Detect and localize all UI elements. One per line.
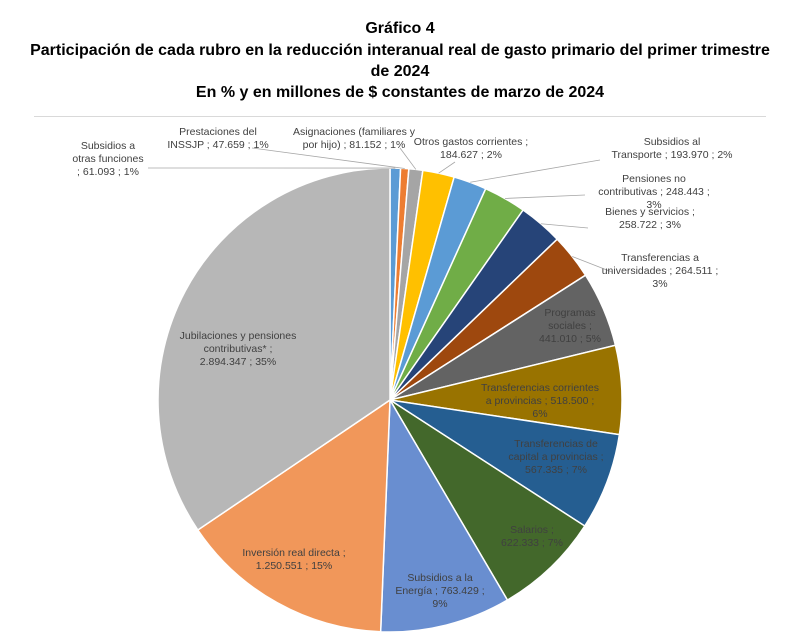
slice-label-pensiones-no-contributivas: Pensiones no contributivas ; 248.443 ; 3%	[598, 173, 710, 211]
slice-label-prestaciones-del-inssjp: Prestaciones del INSSJP ; 47.659 ; 1%	[167, 126, 268, 151]
slice-label-otros-gastos-corrientes: Otros gastos corrientes ; 184.627 ; 2%	[414, 136, 528, 161]
slice-label-line: 567.335 ; 7%	[525, 464, 587, 476]
leader-lines	[147, 147, 613, 273]
slice-label-subsidios-a-la-energia: Subsidios a la Energía ; 763.429 ; 9%	[395, 572, 484, 610]
slice-label-line: Inversión real directa ;	[242, 547, 345, 559]
slice-label-line: capital a provincias ;	[508, 451, 603, 463]
slice-label-line: 622.333 ; 7%	[501, 537, 563, 549]
pie-slice-salarios	[389, 399, 586, 602]
slice-label-line: Subsidios a	[81, 140, 135, 152]
slice-label-line: Transporte ; 193.970 ; 2%	[611, 149, 732, 161]
slice-label-salarios: Salarios ; 622.333 ; 7%	[501, 524, 563, 549]
slice-label-line: Pensiones no	[622, 173, 686, 185]
slice-label-line: Subsidios a la	[407, 572, 473, 584]
leader-line-subsidios-al-transporte	[470, 159, 601, 183]
slice-label-subsidios-a-otras-funciones: Subsidios a otras funciones; 61.093 ; 1%	[72, 140, 143, 178]
slice-label-line: 258.722 ; 3%	[619, 219, 681, 231]
slice-label-line: 1.250.551 ; 15%	[256, 560, 332, 572]
slice-label-line: otras funciones	[72, 153, 143, 165]
slice-label-line: Asignaciones (familiares y	[293, 126, 416, 138]
pie-slice-inversion-real-directa	[196, 398, 391, 633]
chart-units: En % y en millones de $ constantes de ma…	[195, 84, 605, 101]
slice-label-line: Bienes y servicios ;	[605, 206, 695, 218]
chart-area-border	[34, 116, 766, 633]
slice-label-line: 6%	[532, 408, 547, 420]
slice-label-line: a provincias ; 518.500 ;	[486, 395, 595, 407]
slice-label-line: Jubilaciones y pensiones	[180, 330, 297, 342]
slice-label-transferencias-de-capital-a-provincias: Transferencias de capital a provincias ; 5…	[508, 438, 603, 476]
chart-titles: Gráfico 4 Participación de cada rubro en…	[0, 18, 800, 104]
slice-label-line: INSSJP ; 47.659 ; 1%	[167, 139, 268, 151]
slice-label-line: Transferencias de	[514, 438, 598, 450]
slice-label-line: 184.627 ; 2%	[440, 149, 502, 161]
slice-label-line: 3%	[652, 278, 667, 290]
leader-line-pensiones-no-contributivas	[504, 194, 586, 199]
slice-label-line: por hijo) ; 81.152 ; 1%	[303, 139, 406, 151]
chart-subtitle: Participación de cada rubro en la reducc…	[30, 42, 770, 80]
pie-slices	[157, 167, 623, 633]
slice-label-bienes-y-servicios: Bienes y servicios ; 258.722 ; 3%	[605, 206, 695, 231]
pie-slice-subsidios-a-la-energia	[379, 397, 509, 633]
slice-label-line: ; 61.093 ; 1%	[77, 166, 139, 178]
slice-label-transferencias-a-universidades: Transferencias a universidades ; 264.511 …	[602, 252, 719, 290]
leader-line-bienes-y-servicios	[540, 223, 589, 229]
slice-label-line: Programas	[544, 307, 595, 319]
slice-label-line: contributivas* ;	[204, 343, 273, 355]
slice-label-subsidios-al-transporte: Subsidios al Transporte ; 193.970 ; 2%	[611, 136, 732, 161]
slice-label-line: Prestaciones del	[179, 126, 257, 138]
slice-label-programas-sociales: Programas sociales ; 441.010 ; 5%	[539, 307, 601, 345]
slice-label-jubilaciones-y-pensiones-contributivas: Jubilaciones y pensiones contributivas* ;…	[180, 330, 297, 368]
slice-label-inversion-real-directa: Inversión real directa ; 1.250.551 ; 15%	[242, 547, 345, 572]
slice-label-line: 2.894.347 ; 35%	[200, 356, 276, 368]
leader-line-transferencias-a-universidades	[572, 256, 613, 273]
slice-label-transferencias-corrientes-a-provincias: Transferencias corrientes a provincias ; …	[481, 382, 599, 420]
slice-label-line: 9%	[432, 598, 447, 610]
slice-label-line: Transferencias corrientes	[481, 382, 599, 394]
leader-line-otros-gastos-corrientes	[438, 161, 456, 174]
slice-label-line: Energía ; 763.429 ;	[395, 585, 484, 597]
slice-label-line: Salarios ;	[510, 524, 554, 536]
slice-label-line: 441.010 ; 5%	[539, 333, 601, 345]
chart-title: Gráfico 4	[365, 20, 435, 37]
slice-labels: Subsidios a otras funciones; 61.093 ; 1% P…	[72, 126, 732, 610]
slice-label-asignaciones-familiares-y-por-hijo: Asignaciones (familiares y por hijo) ; 81…	[293, 126, 416, 151]
slice-label-line: universidades ; 264.511 ;	[602, 265, 719, 277]
slice-label-line: sociales ;	[548, 320, 592, 332]
slice-label-line: Subsidios al	[644, 136, 701, 148]
slice-label-line: Transferencias a	[621, 252, 699, 264]
leader-line-prestaciones-del-inssjp	[251, 147, 405, 169]
leader-line-asignaciones-familiares-y-por-hijo	[399, 147, 417, 170]
slice-label-line: Otros gastos corrientes ;	[414, 136, 528, 148]
slice-label-line: 3%	[646, 199, 661, 211]
slice-label-line: contributivas ; 248.443 ;	[598, 186, 710, 198]
pie-slice-jubilaciones-y-pensiones-contributivas	[157, 167, 391, 532]
